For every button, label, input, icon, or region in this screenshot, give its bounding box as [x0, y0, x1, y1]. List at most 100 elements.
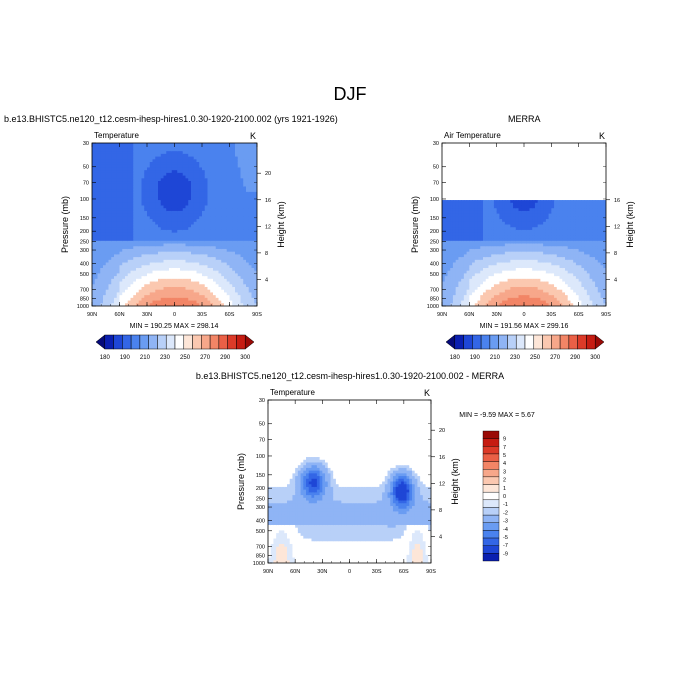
contour-cell — [97, 156, 101, 160]
contour-cell — [114, 229, 118, 234]
contour-cell — [444, 246, 449, 250]
contour-cell — [251, 300, 255, 304]
contour-cell — [169, 200, 173, 204]
contour-cell — [529, 202, 533, 207]
contour-cell — [232, 178, 236, 182]
contour-cell — [92, 143, 96, 147]
contour-cell — [196, 224, 200, 228]
contour-cell — [169, 300, 173, 304]
contour-cell — [116, 248, 121, 253]
contour-cell — [515, 281, 520, 285]
contour-cell — [144, 200, 148, 204]
contour-cell — [171, 183, 176, 188]
contour-cell — [130, 276, 134, 280]
contour-cell — [119, 194, 123, 198]
contour-cell — [210, 289, 214, 294]
contour-cell — [442, 276, 446, 280]
contour-cell — [191, 243, 195, 247]
contour-cell — [226, 216, 231, 220]
contour-cell — [215, 243, 220, 247]
contour-cell — [493, 238, 498, 242]
panel1-stats: MIN = 190.25 MAX = 298.14 — [130, 323, 219, 330]
contour-cell — [442, 243, 446, 247]
contour-cell — [458, 300, 462, 304]
contour-cell — [116, 210, 121, 215]
contour-cell — [188, 202, 192, 207]
contour-cell — [237, 221, 242, 226]
contour-cell — [502, 229, 506, 234]
contour-cell — [469, 205, 473, 209]
contour-cell — [237, 224, 242, 228]
contour-cell — [166, 191, 170, 196]
contour-cell — [243, 164, 247, 169]
contour-cell — [469, 240, 473, 245]
contour-cell — [254, 148, 257, 152]
contour-cell — [171, 243, 176, 247]
contour-cell — [529, 221, 533, 226]
contour-cell — [97, 153, 101, 158]
contour-cell — [138, 170, 143, 174]
contour-cell — [188, 200, 192, 204]
contour-cell — [254, 145, 257, 150]
contour-cell — [147, 162, 151, 166]
contour-cell — [138, 208, 143, 212]
contour-cell — [461, 284, 465, 288]
contour-cell — [485, 265, 490, 269]
contour-cell — [114, 267, 118, 272]
contour-cell — [226, 162, 231, 166]
contour-cell — [502, 216, 506, 220]
contour-cell — [483, 240, 487, 245]
contour-cell — [97, 284, 101, 288]
contour-cell — [251, 267, 255, 272]
contour-cell — [174, 170, 178, 174]
contour-cell — [92, 251, 96, 255]
contour-cell — [171, 224, 176, 228]
contour-cell — [526, 284, 531, 288]
contour-cell — [466, 257, 470, 261]
contour-cell — [114, 295, 118, 299]
contour-cell — [254, 205, 257, 209]
contour-cell — [136, 170, 140, 174]
contour-cell — [463, 254, 468, 258]
contour-cell — [518, 216, 522, 220]
contour-cell — [149, 191, 154, 196]
contour-cell — [133, 281, 137, 285]
contour-cell — [213, 213, 217, 217]
contour-cell — [92, 210, 96, 215]
contour-cell — [147, 227, 151, 231]
contour-cell — [136, 267, 140, 272]
contour-cell — [193, 254, 198, 258]
contour-cell — [463, 219, 468, 223]
contour-cell — [103, 178, 107, 182]
contour-cell — [463, 251, 468, 255]
contour-cell — [185, 216, 189, 220]
contour-cell — [130, 175, 134, 179]
contour-cell — [213, 159, 217, 163]
contour-cell — [111, 229, 115, 234]
contour-cell — [122, 229, 126, 234]
contour-cell — [158, 238, 162, 242]
contour-cell — [529, 232, 533, 236]
contour-cell — [114, 265, 118, 269]
contour-cell — [240, 216, 244, 220]
contour-cell — [152, 251, 156, 255]
contour-cell — [466, 200, 470, 204]
contour-cell — [229, 181, 233, 185]
contour-cell — [125, 153, 129, 158]
contour-cell — [149, 265, 154, 269]
contour-cell — [442, 273, 446, 277]
contour-cell — [215, 143, 220, 147]
contour-cell — [529, 200, 533, 204]
contour-cell — [237, 257, 242, 261]
contour-cell — [133, 156, 137, 160]
contour-cell — [114, 278, 118, 283]
contour-cell — [204, 181, 209, 185]
contour-cell — [149, 286, 154, 291]
contour-cell — [114, 262, 118, 266]
contour-cell — [191, 286, 195, 291]
contour-cell — [141, 205, 145, 209]
contour-cell — [171, 210, 176, 215]
contour-cell — [171, 200, 176, 204]
contour-cell — [188, 300, 192, 304]
contour-cell — [515, 257, 520, 261]
